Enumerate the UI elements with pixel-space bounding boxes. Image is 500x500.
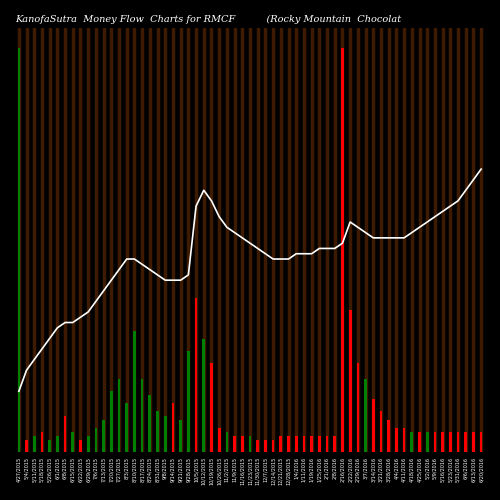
Bar xyxy=(118,379,120,452)
Bar xyxy=(87,436,90,452)
Bar xyxy=(25,440,28,452)
Bar xyxy=(256,440,259,452)
Bar xyxy=(388,420,390,452)
Bar xyxy=(48,440,51,452)
Bar xyxy=(456,432,460,452)
Bar xyxy=(464,432,467,452)
Bar xyxy=(33,436,35,452)
Bar xyxy=(480,432,482,452)
Bar xyxy=(364,379,367,452)
Bar xyxy=(156,412,159,452)
Bar xyxy=(272,440,274,452)
Bar xyxy=(40,432,43,452)
Bar xyxy=(318,436,320,452)
Bar xyxy=(264,440,267,452)
Bar xyxy=(133,330,136,452)
Bar xyxy=(172,404,174,452)
Bar xyxy=(241,436,244,452)
Bar xyxy=(449,432,452,452)
Bar xyxy=(356,363,359,452)
Bar xyxy=(310,436,313,452)
Bar xyxy=(210,363,213,452)
Bar xyxy=(372,400,374,452)
Bar xyxy=(126,404,128,452)
Bar xyxy=(395,428,398,452)
Bar xyxy=(287,436,290,452)
Bar xyxy=(442,432,444,452)
Bar xyxy=(110,392,112,452)
Bar xyxy=(148,396,151,452)
Bar xyxy=(403,428,406,452)
Bar xyxy=(326,436,328,452)
Bar xyxy=(341,48,344,452)
Bar xyxy=(164,416,166,452)
Bar xyxy=(248,436,252,452)
Bar xyxy=(295,436,298,452)
Bar xyxy=(79,440,82,452)
Bar xyxy=(380,412,382,452)
Bar xyxy=(434,432,436,452)
Bar xyxy=(218,428,220,452)
Bar xyxy=(180,420,182,452)
Bar xyxy=(94,428,97,452)
Bar xyxy=(187,351,190,452)
Bar xyxy=(56,436,58,452)
Bar xyxy=(410,432,413,452)
Bar xyxy=(233,436,236,452)
Bar xyxy=(72,432,74,452)
Bar xyxy=(202,339,205,452)
Bar xyxy=(349,310,352,452)
Bar xyxy=(426,432,428,452)
Bar xyxy=(226,432,228,452)
Bar xyxy=(280,436,282,452)
Bar xyxy=(302,436,306,452)
Bar xyxy=(18,48,20,452)
Text: KanofaSutra  Money Flow  Charts for RMCF          (Rocky Mountain  Chocolat: KanofaSutra Money Flow Charts for RMCF (… xyxy=(15,15,401,24)
Bar xyxy=(64,416,66,452)
Bar xyxy=(102,420,105,452)
Bar xyxy=(141,379,144,452)
Bar xyxy=(334,436,336,452)
Bar xyxy=(418,432,421,452)
Bar xyxy=(472,432,475,452)
Bar xyxy=(194,298,198,452)
